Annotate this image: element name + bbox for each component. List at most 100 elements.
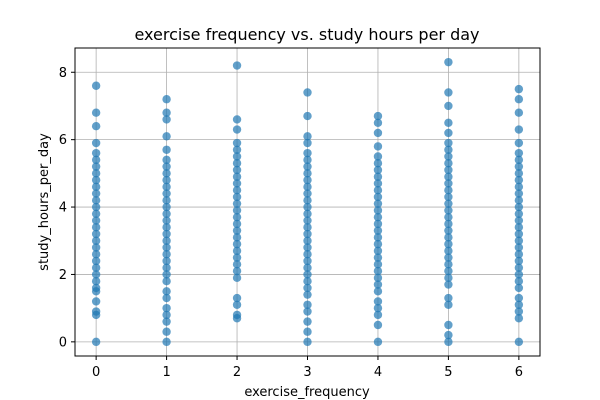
data-point bbox=[303, 169, 312, 178]
data-point bbox=[232, 273, 242, 283]
data-point bbox=[444, 57, 453, 67]
data-point bbox=[162, 287, 171, 296]
data-point bbox=[162, 155, 171, 165]
data-point bbox=[91, 270, 101, 279]
data-point bbox=[303, 243, 312, 252]
data-point bbox=[91, 108, 101, 117]
data-point bbox=[232, 61, 242, 70]
data-point bbox=[444, 186, 453, 195]
data-point bbox=[162, 216, 171, 225]
data-point bbox=[514, 108, 524, 117]
data-point bbox=[514, 276, 524, 286]
data-point bbox=[444, 145, 453, 154]
data-point bbox=[514, 300, 524, 309]
data-point bbox=[162, 202, 171, 212]
data-point bbox=[444, 273, 453, 283]
data-point bbox=[303, 138, 312, 148]
data-point bbox=[303, 196, 312, 205]
x-tick-label: 5 bbox=[444, 365, 452, 380]
data-point bbox=[373, 337, 383, 347]
data-point bbox=[91, 229, 101, 239]
data-point bbox=[373, 233, 383, 242]
data-point bbox=[514, 125, 524, 134]
data-point bbox=[162, 229, 171, 239]
data-point bbox=[91, 307, 101, 316]
data-point bbox=[303, 175, 312, 185]
data-point bbox=[232, 219, 242, 229]
data-point bbox=[514, 263, 524, 272]
data-point bbox=[303, 216, 312, 225]
data-point bbox=[91, 81, 101, 90]
data-point bbox=[514, 189, 524, 198]
data-point bbox=[91, 337, 101, 347]
data-point bbox=[91, 148, 101, 158]
data-point bbox=[444, 300, 453, 309]
x-tick-label: 4 bbox=[374, 365, 382, 380]
data-point bbox=[232, 212, 242, 222]
data-point bbox=[444, 152, 453, 161]
x-tick-label: 1 bbox=[162, 365, 170, 380]
data-point bbox=[514, 162, 524, 171]
data-point bbox=[373, 199, 383, 208]
axis-ticks: 0 1 2 3 4 5 6 0 2 4 6 8 bbox=[59, 66, 523, 380]
data-point bbox=[232, 115, 242, 124]
data-point bbox=[373, 287, 383, 296]
data-point bbox=[303, 189, 312, 198]
data-point bbox=[162, 256, 171, 266]
data-point bbox=[373, 152, 383, 161]
data-point bbox=[444, 253, 453, 262]
data-point bbox=[162, 270, 171, 279]
data-point bbox=[514, 307, 524, 316]
data-point bbox=[444, 179, 453, 188]
data-point bbox=[373, 159, 383, 168]
data-point bbox=[514, 243, 524, 252]
data-point bbox=[91, 250, 101, 259]
x-tick-label: 3 bbox=[303, 365, 311, 380]
data-point bbox=[232, 293, 242, 303]
data-point bbox=[232, 179, 242, 188]
data-point bbox=[303, 229, 312, 239]
data-point bbox=[162, 108, 171, 117]
data-point bbox=[162, 189, 171, 198]
data-point bbox=[514, 337, 524, 347]
data-point bbox=[91, 243, 101, 252]
x-axis-label: exercise_frequency bbox=[244, 385, 370, 400]
data-point bbox=[162, 303, 171, 313]
data-point bbox=[162, 209, 171, 218]
data-point bbox=[232, 145, 242, 154]
data-point bbox=[162, 132, 171, 141]
data-point bbox=[303, 202, 312, 212]
data-point bbox=[444, 260, 453, 269]
data-point bbox=[303, 250, 312, 259]
data-point bbox=[373, 239, 383, 249]
data-point bbox=[91, 189, 101, 198]
data-point bbox=[444, 239, 453, 249]
data-point bbox=[373, 192, 383, 202]
data-point bbox=[444, 192, 453, 202]
data-point bbox=[514, 236, 524, 245]
data-point bbox=[373, 226, 383, 235]
data-point bbox=[373, 297, 383, 306]
y-tick-label: 4 bbox=[59, 201, 67, 216]
data-point bbox=[162, 293, 171, 303]
data-point bbox=[91, 182, 101, 192]
data-point bbox=[444, 266, 453, 276]
data-point bbox=[162, 337, 171, 347]
data-point bbox=[162, 263, 171, 272]
data-point bbox=[514, 314, 524, 323]
data-point bbox=[162, 250, 171, 259]
data-point bbox=[91, 276, 101, 286]
data-point bbox=[444, 337, 453, 347]
data-point bbox=[373, 118, 383, 128]
data-point bbox=[91, 209, 101, 218]
data-point bbox=[373, 320, 383, 330]
data-point bbox=[162, 223, 171, 232]
data-point bbox=[514, 182, 524, 192]
data-point bbox=[303, 88, 312, 97]
data-point bbox=[444, 199, 453, 208]
data-point bbox=[303, 307, 312, 316]
data-point bbox=[514, 155, 524, 165]
data-point bbox=[232, 159, 242, 168]
